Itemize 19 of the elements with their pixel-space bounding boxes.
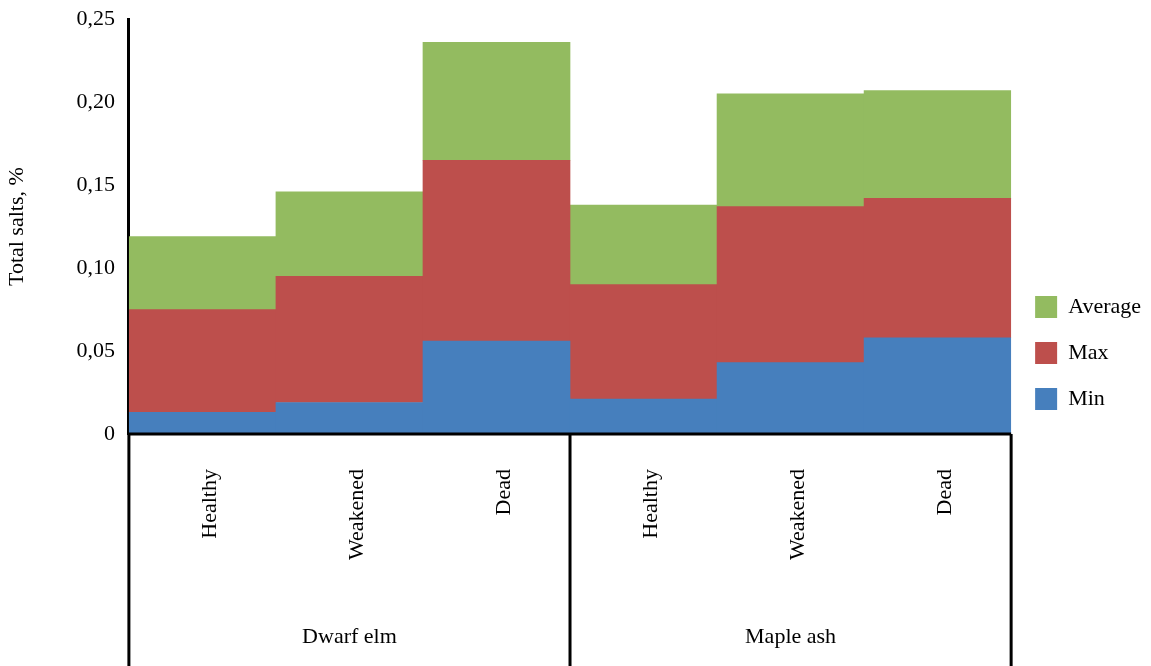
- text: Dwarf elm: [302, 622, 397, 648]
- y-tick-label: 0,15: [76, 170, 115, 196]
- x-tick-label: Weakened: [784, 469, 810, 561]
- legend-label: Average: [1068, 292, 1141, 318]
- x-tick-label: Dead: [490, 469, 516, 516]
- bar: [422, 42, 571, 161]
- y-tick-label: 0: [103, 419, 115, 445]
- y-axis-title: Total salts, %: [2, 167, 28, 287]
- y-tick-label: 0,20: [76, 87, 115, 113]
- legend-label: Min: [1068, 384, 1105, 410]
- legend-label: Max: [1068, 338, 1109, 364]
- y-tick-label: 0,25: [76, 4, 115, 30]
- x-tick-label: Healthy: [637, 469, 663, 539]
- x-tick-label: Healthy: [196, 469, 222, 539]
- y-tick-label: 0,10: [76, 253, 115, 279]
- x-tick-label: Weakened: [343, 469, 369, 561]
- x-tick-label: Dead: [931, 469, 957, 516]
- y-tick-label: 0,05: [76, 336, 115, 362]
- text: Maple ash: [745, 622, 837, 648]
